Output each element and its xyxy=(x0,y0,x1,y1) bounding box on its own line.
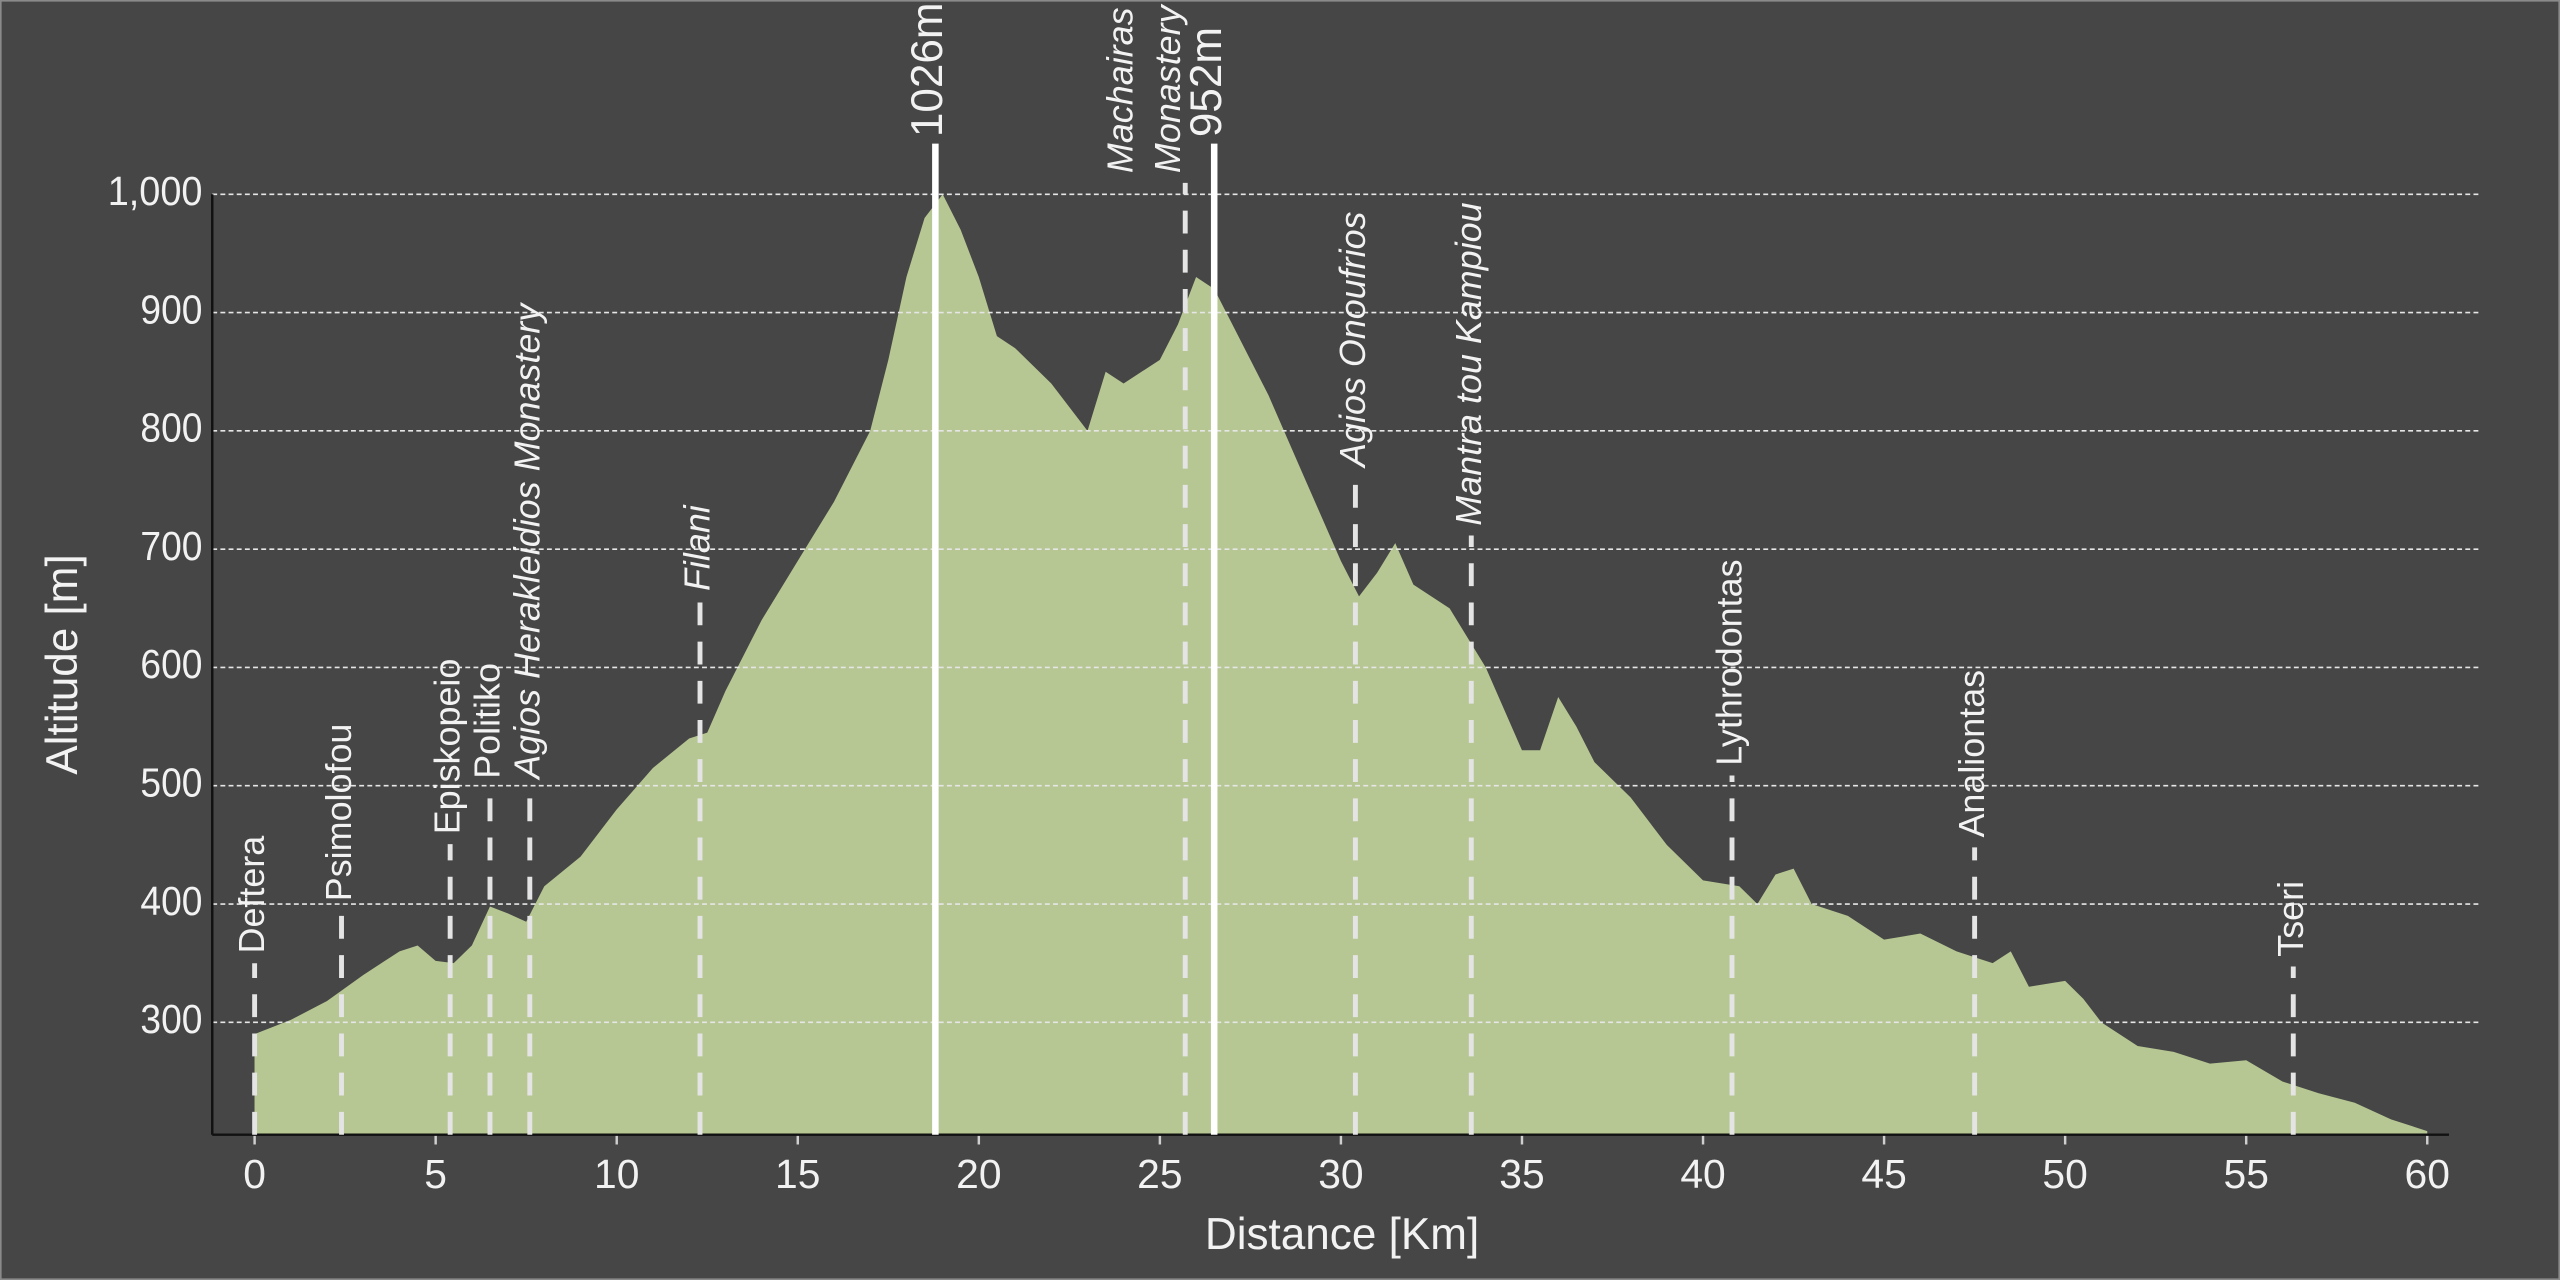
x-tick-label: 50 xyxy=(2042,1151,2087,1197)
x-tick-label: 15 xyxy=(775,1151,820,1197)
x-tick-label: 55 xyxy=(2224,1151,2269,1197)
marker-label: Psimolofou xyxy=(318,724,359,902)
marker-label: Agios Herakleidios Monastery xyxy=(506,302,547,781)
y-tick-label: 600 xyxy=(140,641,202,687)
marker-label: Deftera xyxy=(231,836,272,954)
x-tick-label: 40 xyxy=(1680,1151,1725,1197)
y-tick-label: 800 xyxy=(140,405,202,451)
x-tick-label: 25 xyxy=(1137,1151,1182,1197)
peak-label: 1026m xyxy=(903,2,952,137)
marker-label: Monastery xyxy=(1147,3,1188,173)
x-tick-label: 20 xyxy=(956,1151,1001,1197)
y-tick-label: 300 xyxy=(140,996,202,1042)
x-axis-title: Distance [Km] xyxy=(1205,1210,1479,1259)
elevation-area xyxy=(254,194,2428,1135)
marker-label: Machairas xyxy=(1100,7,1141,173)
y-tick-label: 900 xyxy=(140,286,202,332)
marker-label: Mantra tou Kampiou xyxy=(1448,202,1489,525)
marker-label: Lythrodontas xyxy=(1708,559,1749,765)
x-tick-label: 0 xyxy=(243,1151,266,1197)
x-tick-label: 10 xyxy=(594,1151,639,1197)
marker-label: Analiontas xyxy=(1951,670,1992,838)
x-tick-label: 5 xyxy=(424,1151,447,1197)
y-tick-label: 400 xyxy=(140,878,202,924)
x-tick-label: 60 xyxy=(2405,1151,2450,1197)
x-tick-label: 30 xyxy=(1318,1151,1363,1197)
y-tick-label: 1,000 xyxy=(108,168,203,214)
x-tick-label: 45 xyxy=(1861,1151,1906,1197)
y-axis-title: Altitude [m] xyxy=(38,554,87,774)
marker-label: Episkopeio xyxy=(427,659,468,835)
y-tick-label: 500 xyxy=(140,760,202,806)
y-tick-label: 700 xyxy=(140,523,202,569)
marker-label: Filani xyxy=(676,504,717,591)
x-tick-label: 35 xyxy=(1499,1151,1544,1197)
marker-label: Agios Onoufrios xyxy=(1332,211,1373,469)
marker-label: Tseri xyxy=(2270,881,2311,957)
peak-label: 952m xyxy=(1182,27,1231,137)
marker-label: Politiko xyxy=(466,663,507,779)
